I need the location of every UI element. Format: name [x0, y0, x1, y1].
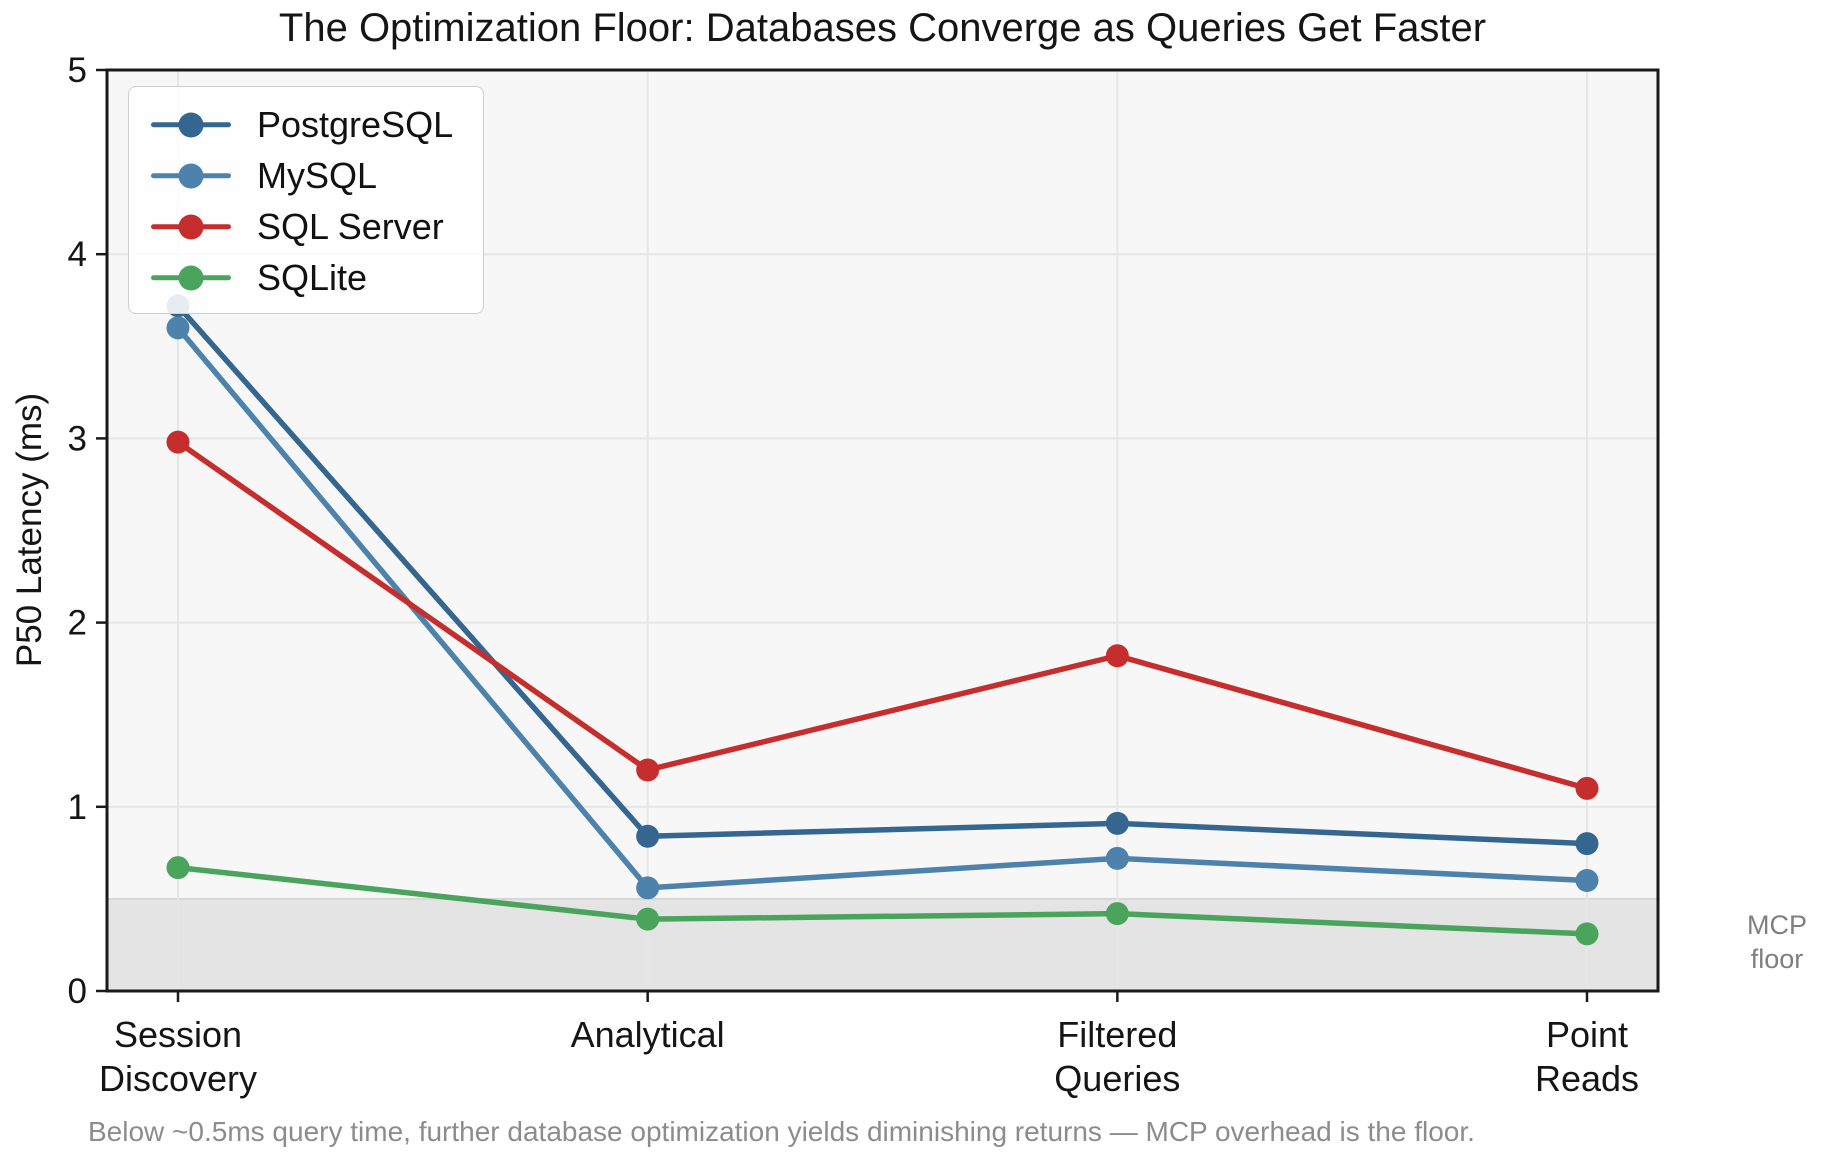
data-point-sqlite-2 [1105, 902, 1129, 926]
series-line-sql-server [175, 439, 1590, 792]
legend-marker-icon [151, 265, 231, 290]
legend-marker-icon [151, 214, 231, 239]
data-point-sqlite-3 [1575, 922, 1599, 946]
data-point-postgresql-3 [1575, 832, 1599, 856]
y-axis-label: P50 Latency (ms) [10, 392, 49, 668]
legend-item-sqlite: SQLite [151, 252, 453, 303]
y-tick-label: 0 [68, 972, 87, 1011]
data-point-sqlite-1 [636, 907, 660, 931]
data-point-postgresql-2 [1105, 811, 1129, 835]
x-tick-label-analytical: Analytical [570, 1014, 725, 1055]
legend: PostgreSQL MySQL SQL Server SQLite [128, 86, 485, 314]
data-point-mysql-3 [1575, 868, 1599, 892]
legend-marker-icon [151, 163, 231, 188]
legend-item-mysql: MySQL [151, 150, 453, 201]
y-tick-label: 4 [68, 235, 87, 274]
data-point-sql-server-2 [1105, 644, 1129, 668]
x-tick-label-session-discovery: Session Discovery [98, 1014, 258, 1099]
data-point-postgresql-1 [636, 824, 660, 848]
data-point-sql-server-1 [636, 758, 660, 782]
y-tick-label: 1 [68, 788, 87, 827]
legend-label: SQLite [257, 256, 368, 298]
data-point-sql-server-3 [1575, 776, 1599, 800]
data-point-sql-server-0 [166, 430, 190, 454]
legend-item-postgresql: PostgreSQL [151, 99, 453, 150]
legend-label: SQL Server [257, 205, 444, 247]
caption-text: Below ~0.5ms query time, further databas… [88, 1116, 1475, 1147]
data-point-mysql-1 [636, 876, 660, 900]
y-tick-label: 2 [68, 604, 87, 643]
data-point-mysql-0 [166, 316, 190, 340]
legend-item-sql-server: SQL Server [151, 201, 453, 252]
y-tick-label: 5 [68, 51, 87, 90]
x-tick-label-point-reads: Point Reads [1534, 1014, 1640, 1099]
legend-marker-icon [151, 112, 231, 137]
mcp-floor-band [107, 898, 1658, 991]
data-point-mysql-2 [1105, 846, 1129, 870]
mcp-floor-annotation: MCP floor [1747, 910, 1807, 975]
legend-label: PostgreSQL [257, 103, 454, 145]
legend-label: MySQL [257, 154, 378, 196]
axis-spines [105, 68, 1660, 993]
y-tick-label: 3 [68, 419, 87, 458]
series-line-sqlite [175, 864, 1590, 937]
x-tick-label-filtered-queries: Filtered Queries [1054, 1014, 1181, 1099]
data-point-sqlite-0 [166, 856, 190, 880]
chart-title: The Optimization Floor: Databases Conver… [278, 6, 1487, 50]
series-line-postgresql [175, 303, 1590, 847]
